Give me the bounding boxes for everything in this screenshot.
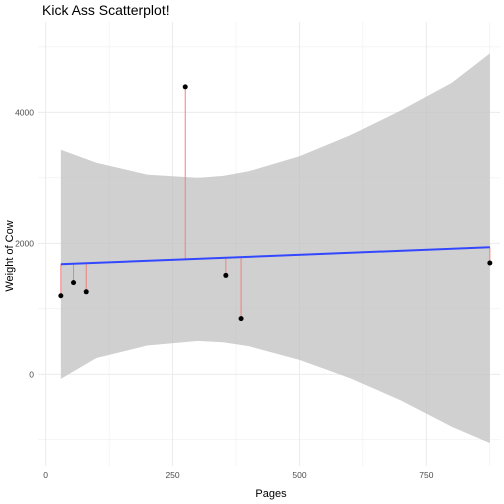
x-tick-label: 750 [419,470,433,480]
fit-line [60,246,490,266]
y-tick-label: 0 [29,369,34,379]
fit-line-layer [60,246,490,266]
data-point [58,293,64,299]
x-tick-labels: 0 250 500 750 [43,470,433,480]
confidence-band [60,53,490,444]
data-point [71,280,77,286]
data-point [487,260,493,266]
x-tick-label: 500 [292,470,306,480]
data-point [182,84,188,90]
data-point [83,289,89,295]
y-axis-label: Weight of Cow [4,220,16,291]
y-tick-labels: 0 2000 4000 [15,107,34,379]
chart-title: Kick Ass Scatterplot! [42,2,170,18]
data-point [238,316,244,322]
x-tick-label: 0 [43,470,48,480]
data-point [223,272,229,278]
x-tick-label: 250 [165,470,179,480]
points-layer [58,84,493,322]
y-tick-label: 4000 [15,107,34,117]
confidence-band-layer [60,53,490,444]
residuals-layer [60,86,491,319]
y-tick-label: 2000 [15,238,34,248]
x-axis-label: Pages [255,488,287,500]
